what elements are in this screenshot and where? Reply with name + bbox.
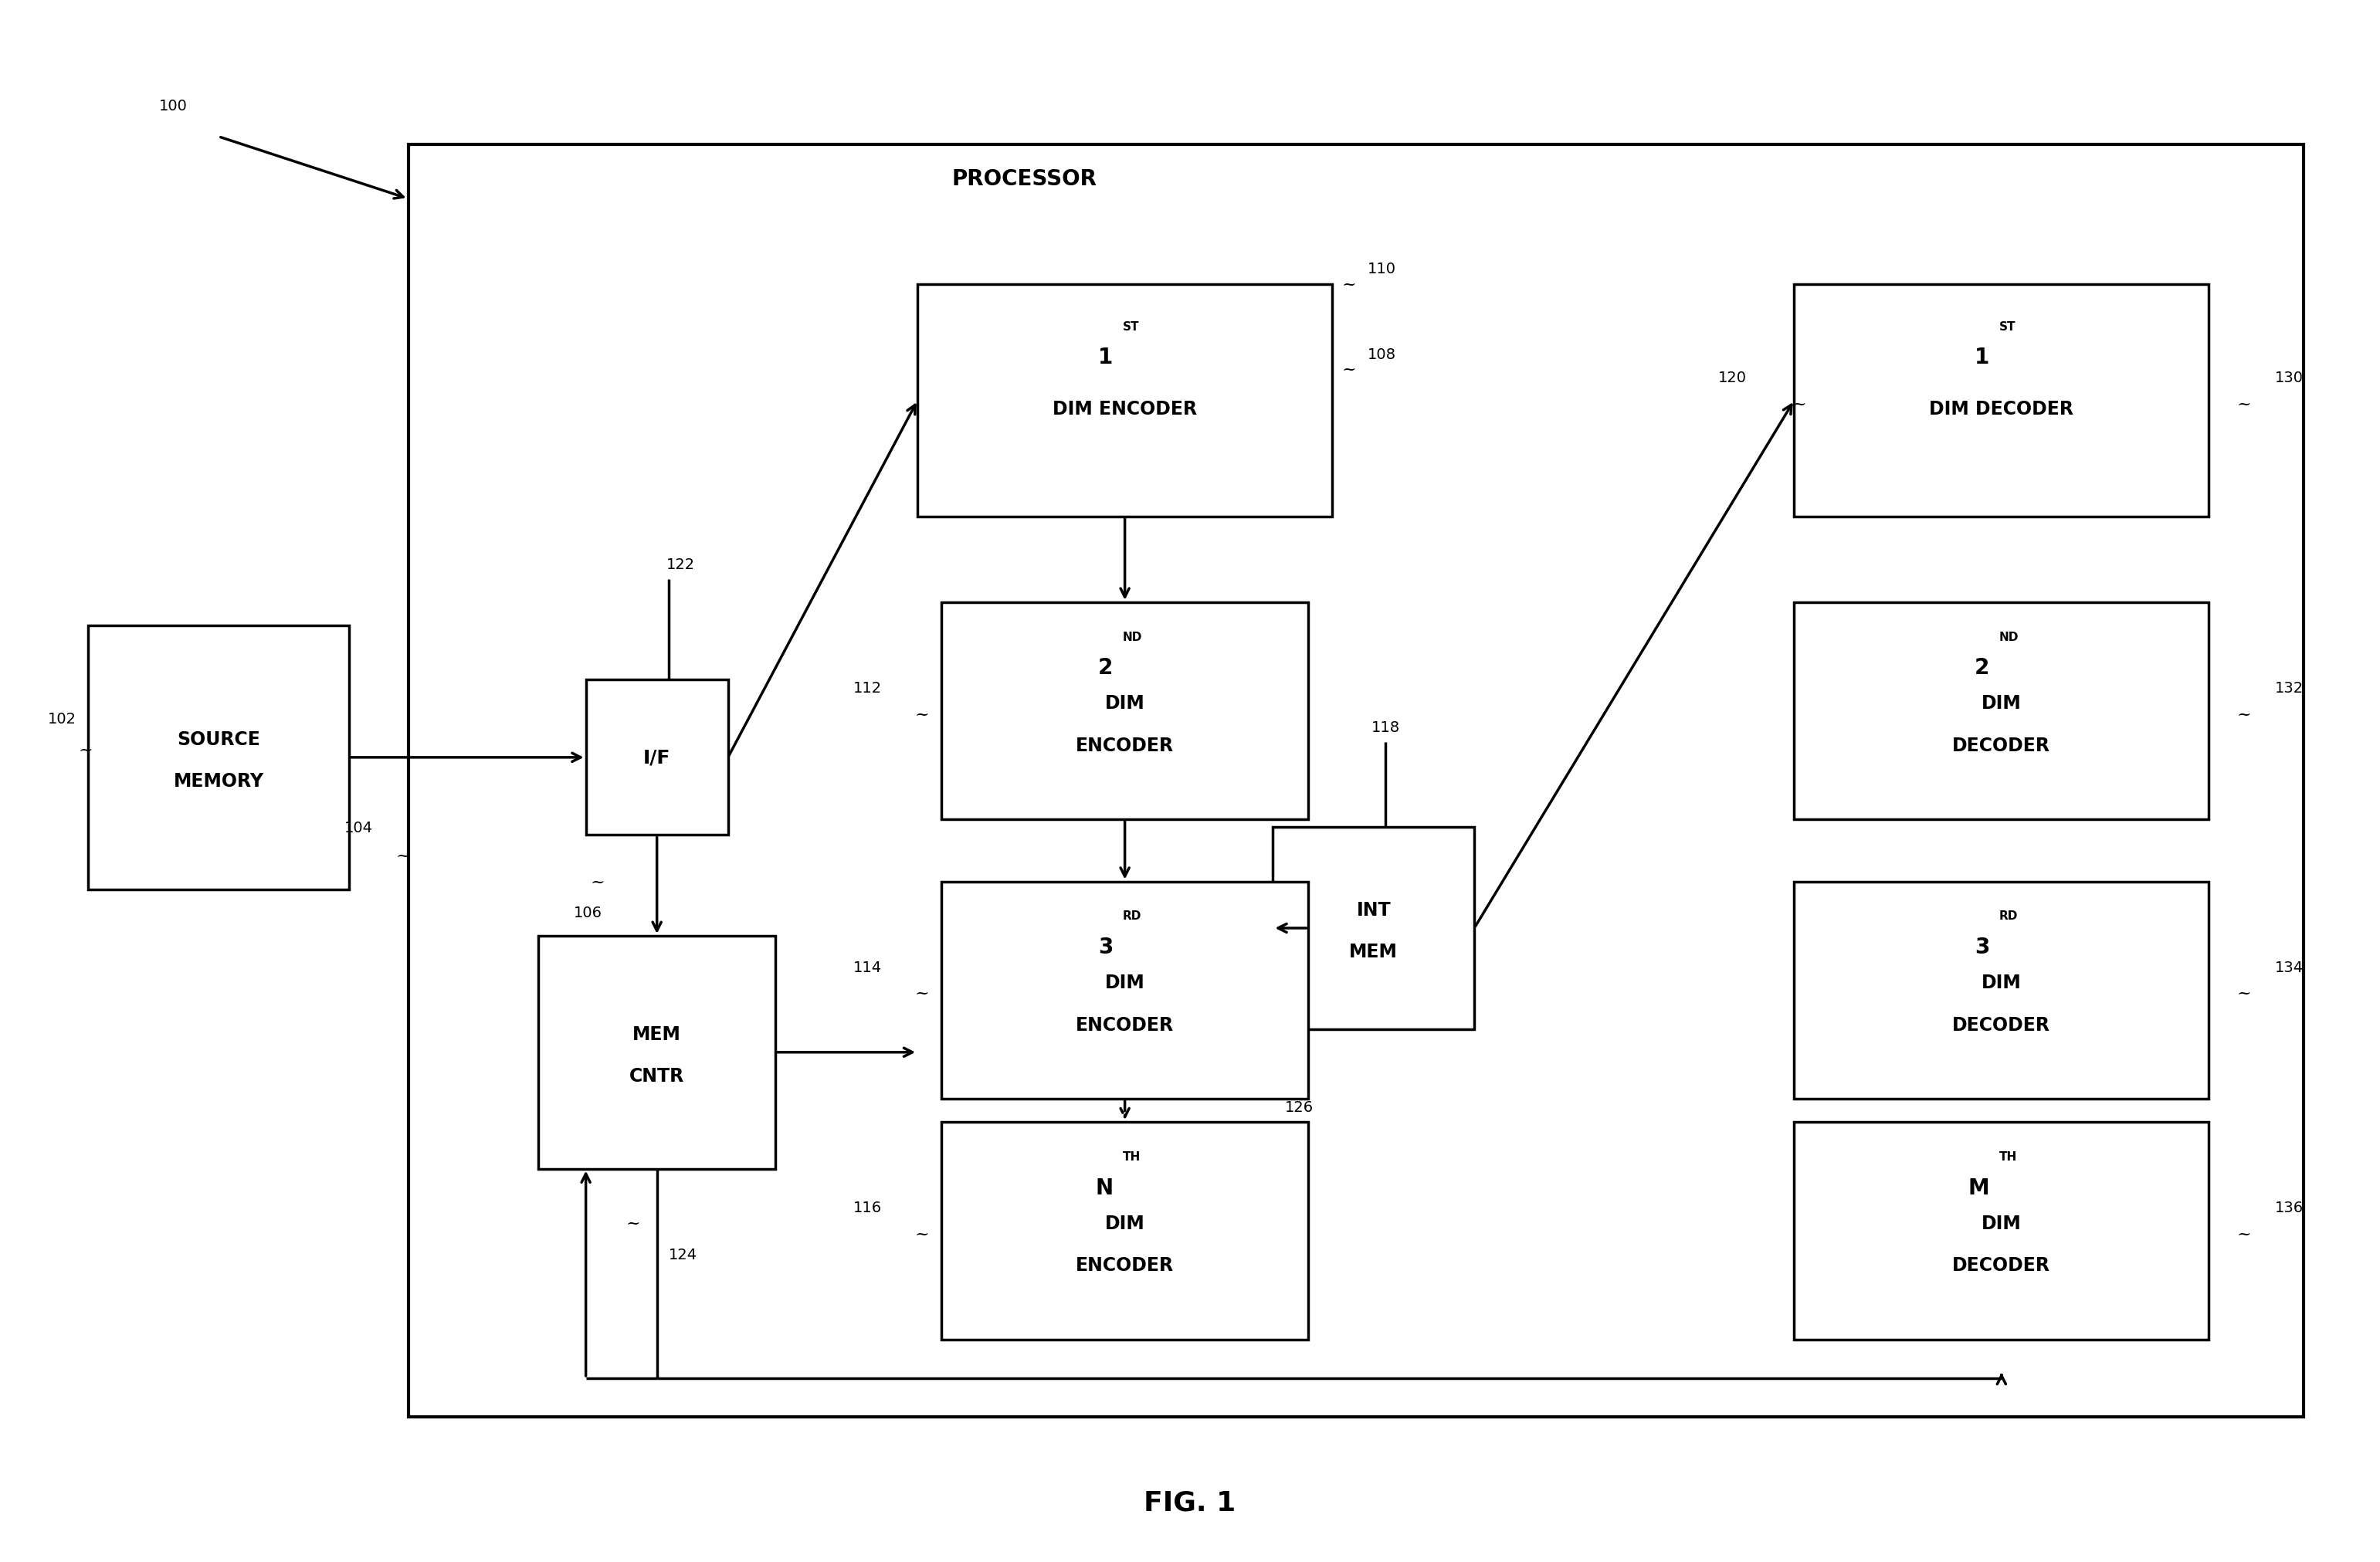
Text: 2: 2 [1097, 658, 1114, 678]
Text: ENCODER: ENCODER [1076, 736, 1173, 754]
Text: 102: 102 [48, 712, 76, 726]
FancyBboxPatch shape [940, 883, 1309, 1100]
FancyBboxPatch shape [919, 284, 1333, 517]
Text: DIM: DIM [1104, 1214, 1145, 1232]
Text: DECODER: DECODER [1952, 736, 2052, 754]
FancyBboxPatch shape [1795, 603, 2209, 820]
FancyBboxPatch shape [940, 1122, 1309, 1340]
Text: 100: 100 [159, 98, 188, 114]
Text: ~: ~ [1342, 361, 1357, 378]
FancyBboxPatch shape [1795, 883, 2209, 1100]
Text: 120: 120 [1718, 370, 1747, 384]
Text: DIM: DIM [1104, 973, 1145, 992]
Text: N: N [1095, 1176, 1114, 1198]
Text: PROCESSOR: PROCESSOR [952, 169, 1097, 191]
Text: 3: 3 [1975, 936, 1990, 958]
Text: ~: ~ [2237, 395, 2251, 412]
Text: DIM: DIM [1983, 694, 2021, 712]
Text: 108: 108 [1368, 347, 1397, 362]
Text: DIM: DIM [1983, 973, 2021, 992]
Text: ~: ~ [1342, 276, 1357, 294]
Text: 116: 116 [854, 1200, 883, 1215]
Text: 1: 1 [1097, 347, 1114, 369]
Text: 114: 114 [854, 959, 883, 975]
Text: 106: 106 [574, 906, 602, 920]
FancyBboxPatch shape [585, 679, 728, 836]
Text: DIM: DIM [1104, 694, 1145, 712]
Text: 136: 136 [2275, 1200, 2304, 1215]
FancyBboxPatch shape [407, 145, 2304, 1417]
Text: MEMORY: MEMORY [174, 772, 264, 790]
Text: MEM: MEM [633, 1025, 681, 1043]
Text: 126: 126 [1285, 1100, 1314, 1114]
Text: ~: ~ [2237, 1226, 2251, 1242]
Text: DIM ENCODER: DIM ENCODER [1052, 400, 1197, 419]
Text: ST: ST [1123, 320, 1140, 333]
Text: 1: 1 [1975, 347, 1990, 369]
Text: 122: 122 [666, 558, 695, 572]
Text: 110: 110 [1368, 262, 1397, 276]
Text: RD: RD [1123, 911, 1142, 922]
Text: 118: 118 [1371, 720, 1399, 734]
Text: MEM: MEM [1349, 942, 1397, 961]
Text: DIM DECODER: DIM DECODER [1930, 400, 2073, 419]
Text: FIG. 1: FIG. 1 [1145, 1489, 1235, 1515]
Text: ~: ~ [2237, 986, 2251, 1001]
Text: ~: ~ [2237, 706, 2251, 723]
Text: CNTR: CNTR [628, 1067, 685, 1086]
Text: DIM: DIM [1983, 1214, 2021, 1232]
Text: 2: 2 [1975, 658, 1990, 678]
Text: 124: 124 [669, 1246, 697, 1262]
Text: ND: ND [1123, 631, 1142, 642]
Text: DECODER: DECODER [1952, 1015, 2052, 1034]
Text: ENCODER: ENCODER [1076, 1015, 1173, 1034]
Text: 132: 132 [2275, 681, 2304, 695]
Text: I/F: I/F [643, 748, 671, 767]
Text: ~: ~ [914, 706, 931, 723]
Text: ~: ~ [1792, 395, 1806, 412]
Text: ~: ~ [626, 1215, 640, 1231]
FancyBboxPatch shape [88, 626, 350, 890]
Text: ~: ~ [914, 986, 931, 1001]
Text: 134: 134 [2275, 959, 2304, 975]
Text: M: M [1968, 1176, 1990, 1198]
FancyBboxPatch shape [538, 936, 776, 1168]
Text: 112: 112 [854, 681, 883, 695]
Text: TH: TH [1123, 1151, 1140, 1162]
Text: SOURCE: SOURCE [176, 729, 259, 748]
Text: ND: ND [1999, 631, 2018, 642]
FancyBboxPatch shape [1273, 828, 1473, 1029]
Text: 3: 3 [1097, 936, 1114, 958]
Text: 104: 104 [345, 820, 374, 834]
FancyBboxPatch shape [1795, 1122, 2209, 1340]
Text: RD: RD [1999, 911, 2018, 922]
Text: ~: ~ [79, 742, 93, 759]
Text: TH: TH [1999, 1151, 2018, 1162]
Text: ~: ~ [395, 847, 412, 864]
Text: ~: ~ [590, 873, 605, 890]
FancyBboxPatch shape [1795, 284, 2209, 517]
Text: DECODER: DECODER [1952, 1256, 2052, 1275]
FancyBboxPatch shape [940, 603, 1309, 820]
Text: ENCODER: ENCODER [1076, 1256, 1173, 1275]
Text: 130: 130 [2275, 370, 2304, 384]
Text: ~: ~ [1242, 1064, 1257, 1081]
Text: INT: INT [1357, 901, 1390, 918]
Text: ST: ST [1999, 320, 2016, 333]
Text: ~: ~ [914, 1226, 931, 1242]
